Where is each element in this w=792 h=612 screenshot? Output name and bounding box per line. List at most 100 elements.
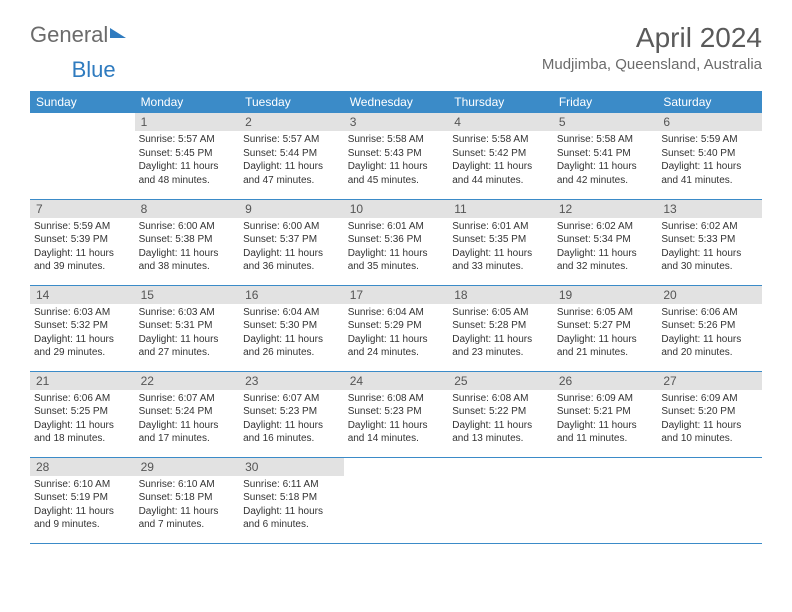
calendar-cell: 19Sunrise: 6:05 AMSunset: 5:27 PMDayligh… bbox=[553, 285, 658, 371]
calendar-cell: 24Sunrise: 6:08 AMSunset: 5:23 PMDayligh… bbox=[344, 371, 449, 457]
day-content: Sunrise: 6:05 AMSunset: 5:27 PMDaylight:… bbox=[553, 304, 658, 364]
day-content: Sunrise: 6:10 AMSunset: 5:18 PMDaylight:… bbox=[135, 476, 240, 536]
day-number: 24 bbox=[344, 372, 449, 390]
day-number: 4 bbox=[448, 113, 553, 131]
calendar-cell: 7Sunrise: 5:59 AMSunset: 5:39 PMDaylight… bbox=[30, 199, 135, 285]
calendar-cell: 26Sunrise: 6:09 AMSunset: 5:21 PMDayligh… bbox=[553, 371, 658, 457]
day-number: 10 bbox=[344, 200, 449, 218]
day-number: 13 bbox=[657, 200, 762, 218]
day-number: 22 bbox=[135, 372, 240, 390]
day-number: 26 bbox=[553, 372, 658, 390]
month-title: April 2024 bbox=[542, 22, 762, 54]
day-header-row: SundayMondayTuesdayWednesdayThursdayFrid… bbox=[30, 91, 762, 113]
calendar-cell: 9Sunrise: 6:00 AMSunset: 5:37 PMDaylight… bbox=[239, 199, 344, 285]
calendar-cell: 13Sunrise: 6:02 AMSunset: 5:33 PMDayligh… bbox=[657, 199, 762, 285]
day-number: 9 bbox=[239, 200, 344, 218]
day-content: Sunrise: 5:58 AMSunset: 5:43 PMDaylight:… bbox=[344, 131, 449, 191]
day-content: Sunrise: 6:03 AMSunset: 5:31 PMDaylight:… bbox=[135, 304, 240, 364]
day-content: Sunrise: 6:08 AMSunset: 5:22 PMDaylight:… bbox=[448, 390, 553, 450]
day-number: 15 bbox=[135, 286, 240, 304]
calendar-cell: 5Sunrise: 5:58 AMSunset: 5:41 PMDaylight… bbox=[553, 113, 658, 199]
calendar-cell: 17Sunrise: 6:04 AMSunset: 5:29 PMDayligh… bbox=[344, 285, 449, 371]
day-content: Sunrise: 6:01 AMSunset: 5:36 PMDaylight:… bbox=[344, 218, 449, 278]
calendar-cell: 16Sunrise: 6:04 AMSunset: 5:30 PMDayligh… bbox=[239, 285, 344, 371]
calendar-row: 7Sunrise: 5:59 AMSunset: 5:39 PMDaylight… bbox=[30, 199, 762, 285]
calendar-cell: 28Sunrise: 6:10 AMSunset: 5:19 PMDayligh… bbox=[30, 457, 135, 543]
day-header: Thursday bbox=[448, 91, 553, 113]
calendar-cell bbox=[553, 457, 658, 543]
day-number: 23 bbox=[239, 372, 344, 390]
day-content: Sunrise: 5:57 AMSunset: 5:44 PMDaylight:… bbox=[239, 131, 344, 191]
logo-sail-icon bbox=[110, 28, 126, 38]
day-content: Sunrise: 5:58 AMSunset: 5:41 PMDaylight:… bbox=[553, 131, 658, 191]
day-content: Sunrise: 5:57 AMSunset: 5:45 PMDaylight:… bbox=[135, 131, 240, 191]
logo-text-blue: Blue bbox=[72, 57, 116, 83]
day-content: Sunrise: 6:11 AMSunset: 5:18 PMDaylight:… bbox=[239, 476, 344, 536]
day-number: 5 bbox=[553, 113, 658, 131]
calendar-cell bbox=[344, 457, 449, 543]
day-number: 25 bbox=[448, 372, 553, 390]
calendar-cell: 18Sunrise: 6:05 AMSunset: 5:28 PMDayligh… bbox=[448, 285, 553, 371]
day-content: Sunrise: 5:59 AMSunset: 5:39 PMDaylight:… bbox=[30, 218, 135, 278]
day-content: Sunrise: 6:07 AMSunset: 5:24 PMDaylight:… bbox=[135, 390, 240, 450]
day-content: Sunrise: 5:59 AMSunset: 5:40 PMDaylight:… bbox=[657, 131, 762, 191]
day-number: 6 bbox=[657, 113, 762, 131]
day-header: Monday bbox=[135, 91, 240, 113]
calendar-cell: 14Sunrise: 6:03 AMSunset: 5:32 PMDayligh… bbox=[30, 285, 135, 371]
day-number: 16 bbox=[239, 286, 344, 304]
calendar-cell bbox=[448, 457, 553, 543]
calendar-cell: 12Sunrise: 6:02 AMSunset: 5:34 PMDayligh… bbox=[553, 199, 658, 285]
day-number: 12 bbox=[553, 200, 658, 218]
day-content: Sunrise: 6:00 AMSunset: 5:38 PMDaylight:… bbox=[135, 218, 240, 278]
calendar-cell: 3Sunrise: 5:58 AMSunset: 5:43 PMDaylight… bbox=[344, 113, 449, 199]
calendar-cell: 11Sunrise: 6:01 AMSunset: 5:35 PMDayligh… bbox=[448, 199, 553, 285]
day-content: Sunrise: 6:04 AMSunset: 5:29 PMDaylight:… bbox=[344, 304, 449, 364]
calendar-cell: 25Sunrise: 6:08 AMSunset: 5:22 PMDayligh… bbox=[448, 371, 553, 457]
calendar-cell: 4Sunrise: 5:58 AMSunset: 5:42 PMDaylight… bbox=[448, 113, 553, 199]
calendar-body: 1Sunrise: 5:57 AMSunset: 5:45 PMDaylight… bbox=[30, 113, 762, 543]
calendar-cell: 27Sunrise: 6:09 AMSunset: 5:20 PMDayligh… bbox=[657, 371, 762, 457]
day-content: Sunrise: 6:02 AMSunset: 5:34 PMDaylight:… bbox=[553, 218, 658, 278]
calendar-row: 14Sunrise: 6:03 AMSunset: 5:32 PMDayligh… bbox=[30, 285, 762, 371]
day-content: Sunrise: 6:05 AMSunset: 5:28 PMDaylight:… bbox=[448, 304, 553, 364]
calendar-table: SundayMondayTuesdayWednesdayThursdayFrid… bbox=[30, 91, 762, 544]
day-number: 27 bbox=[657, 372, 762, 390]
calendar-cell: 22Sunrise: 6:07 AMSunset: 5:24 PMDayligh… bbox=[135, 371, 240, 457]
day-number: 1 bbox=[135, 113, 240, 131]
calendar-cell bbox=[657, 457, 762, 543]
day-header: Wednesday bbox=[344, 91, 449, 113]
calendar-cell bbox=[30, 113, 135, 199]
calendar-cell: 20Sunrise: 6:06 AMSunset: 5:26 PMDayligh… bbox=[657, 285, 762, 371]
day-number: 29 bbox=[135, 458, 240, 476]
day-content: Sunrise: 6:10 AMSunset: 5:19 PMDaylight:… bbox=[30, 476, 135, 536]
day-number: 20 bbox=[657, 286, 762, 304]
day-number: 28 bbox=[30, 458, 135, 476]
calendar-row: 1Sunrise: 5:57 AMSunset: 5:45 PMDaylight… bbox=[30, 113, 762, 199]
calendar-cell: 21Sunrise: 6:06 AMSunset: 5:25 PMDayligh… bbox=[30, 371, 135, 457]
day-number: 3 bbox=[344, 113, 449, 131]
location: Mudjimba, Queensland, Australia bbox=[542, 56, 762, 73]
day-header: Sunday bbox=[30, 91, 135, 113]
calendar-cell: 6Sunrise: 5:59 AMSunset: 5:40 PMDaylight… bbox=[657, 113, 762, 199]
day-content: Sunrise: 6:08 AMSunset: 5:23 PMDaylight:… bbox=[344, 390, 449, 450]
day-number: 19 bbox=[553, 286, 658, 304]
day-content: Sunrise: 6:01 AMSunset: 5:35 PMDaylight:… bbox=[448, 218, 553, 278]
day-content: Sunrise: 6:06 AMSunset: 5:25 PMDaylight:… bbox=[30, 390, 135, 450]
day-content: Sunrise: 5:58 AMSunset: 5:42 PMDaylight:… bbox=[448, 131, 553, 191]
day-content: Sunrise: 6:06 AMSunset: 5:26 PMDaylight:… bbox=[657, 304, 762, 364]
day-number: 8 bbox=[135, 200, 240, 218]
day-header: Tuesday bbox=[239, 91, 344, 113]
calendar-cell: 30Sunrise: 6:11 AMSunset: 5:18 PMDayligh… bbox=[239, 457, 344, 543]
calendar-cell: 23Sunrise: 6:07 AMSunset: 5:23 PMDayligh… bbox=[239, 371, 344, 457]
day-header: Saturday bbox=[657, 91, 762, 113]
day-content: Sunrise: 6:04 AMSunset: 5:30 PMDaylight:… bbox=[239, 304, 344, 364]
day-number: 14 bbox=[30, 286, 135, 304]
day-content: Sunrise: 6:00 AMSunset: 5:37 PMDaylight:… bbox=[239, 218, 344, 278]
day-content: Sunrise: 6:03 AMSunset: 5:32 PMDaylight:… bbox=[30, 304, 135, 364]
day-number: 2 bbox=[239, 113, 344, 131]
day-content: Sunrise: 6:02 AMSunset: 5:33 PMDaylight:… bbox=[657, 218, 762, 278]
day-content: Sunrise: 6:07 AMSunset: 5:23 PMDaylight:… bbox=[239, 390, 344, 450]
day-number: 7 bbox=[30, 200, 135, 218]
calendar-cell: 15Sunrise: 6:03 AMSunset: 5:31 PMDayligh… bbox=[135, 285, 240, 371]
day-number: 11 bbox=[448, 200, 553, 218]
